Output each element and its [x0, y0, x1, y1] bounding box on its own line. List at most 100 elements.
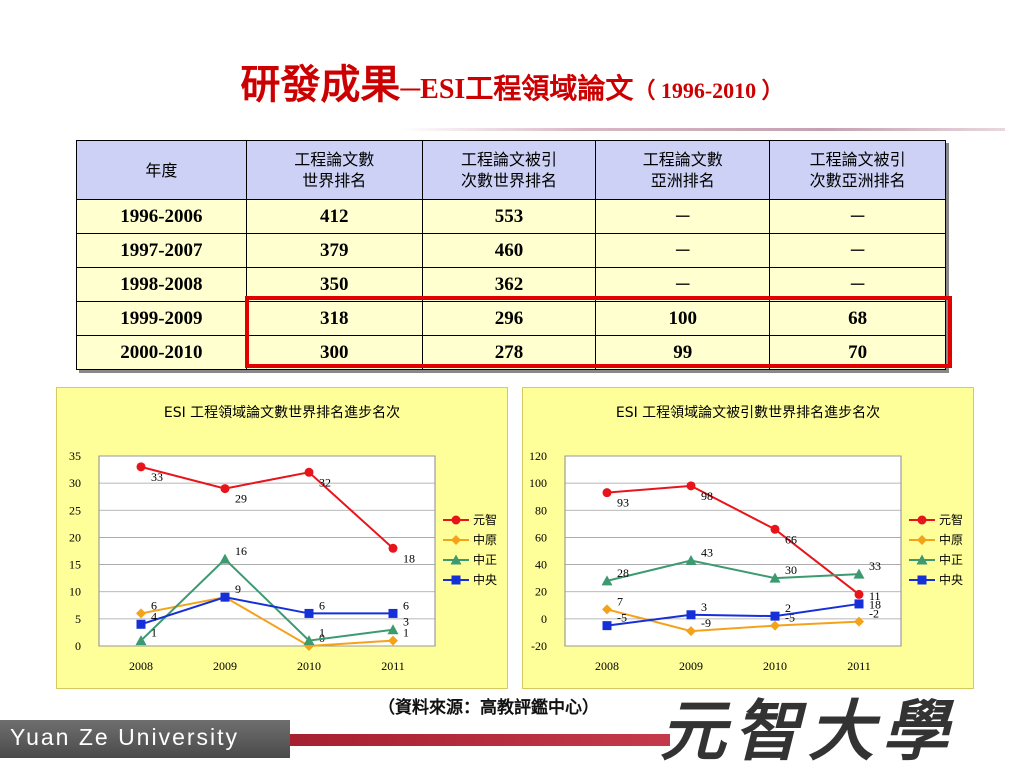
data-point [388, 635, 398, 646]
table-row: 1999-2009 318 296 100 68 [76, 301, 946, 336]
plot-area [98, 455, 436, 647]
y-tick-label: 60 [535, 530, 547, 544]
rank-cell: 68 [769, 301, 946, 336]
data-point [770, 524, 780, 534]
y-tick-label: 0 [541, 612, 547, 626]
header-text: 年度 [145, 160, 178, 180]
x-tick-label: 2011 [381, 659, 405, 673]
data-point [136, 462, 146, 472]
legend-label: 元智 [473, 512, 497, 527]
data-label: 33 [869, 559, 881, 573]
data-point [601, 575, 613, 586]
rank-cell: 553 [421, 199, 597, 234]
legend-marker [917, 535, 927, 545]
rank-cell: 350 [245, 267, 423, 302]
data-label: 29 [235, 492, 247, 506]
data-point [769, 572, 781, 583]
table-header-cell: 工程論文被引 次數世界排名 [421, 140, 597, 200]
source-note: （資料來源：高教評鑑中心） [378, 698, 599, 718]
y-tick-label: 40 [535, 558, 547, 572]
rank-cell: ─ [595, 267, 771, 302]
y-tick-label: -20 [531, 639, 547, 653]
table-body: 1996-2006 412 553 ─ ─ 1997-2007 379 460 ─ ─ 1998-2… [76, 199, 946, 370]
legend-label: 中原 [939, 532, 963, 547]
chart-citations: -20 0 20 40 60 80 100 120 2008 2009 2010 2011 93 98 66… [529, 449, 963, 673]
data-label: 18 [869, 597, 881, 611]
legend-label: 中央 [473, 572, 497, 587]
header-text: 世界排名 [302, 171, 367, 190]
title-divider [400, 128, 1005, 131]
data-point [136, 608, 146, 619]
legend-marker [451, 575, 461, 585]
rank-cell: 70 [769, 335, 946, 370]
data-label: 1 [319, 626, 325, 640]
data-point [220, 592, 230, 602]
data-point [685, 555, 697, 565]
series-line [606, 484, 860, 596]
y-tick-label: 10 [69, 585, 81, 599]
y-tick-label: 20 [69, 530, 81, 544]
table-header-cell: 年度 [76, 140, 247, 200]
data-label: 6 [151, 598, 157, 612]
header-text: 次數世界排名 [460, 171, 557, 190]
slide-title: 研發成果─ESI工程領域論文（ 1996-2010 ） [0, 52, 1024, 110]
data-point [304, 608, 314, 618]
rank-cell: 296 [421, 301, 597, 336]
data-label: 7 [617, 594, 623, 608]
table-row: 2000-2010 300 278 99 70 [76, 335, 946, 370]
data-label: 43 [701, 546, 713, 560]
data-point [854, 589, 864, 599]
data-label: 66 [785, 532, 797, 546]
title-sub: ESI工程領域論文 [420, 74, 634, 105]
data-label: 93 [617, 496, 629, 510]
year-cell: 1998-2008 [76, 267, 247, 302]
data-point [770, 611, 780, 621]
data-label: 16 [235, 544, 247, 558]
series-line [140, 596, 394, 648]
y-tick-label: 25 [69, 503, 81, 517]
ranking-table: 年度 工程論文數 世界排名 工程論文被引 次數世界排名 工程論文數 亞洲排名 工程論文被引 次數… [76, 140, 946, 370]
legend-label: 中正 [939, 552, 963, 567]
rank-cell: 100 [595, 301, 771, 336]
legend-marker [450, 554, 462, 565]
series-line [140, 465, 394, 550]
x-tick-label: 2011 [847, 659, 871, 673]
rank-cell: 362 [421, 267, 597, 302]
legend-label: 中央 [939, 572, 963, 587]
table-header-row: 年度 工程論文數 世界排名 工程論文被引 次數世界排名 工程論文數 亞洲排名 工程論文被引 次數… [76, 140, 946, 200]
rank-cell: 318 [245, 301, 423, 336]
data-point [602, 604, 612, 615]
legend-marker [451, 535, 461, 545]
data-point [686, 626, 696, 637]
calligraphy-logo: 元智大學 [660, 692, 956, 770]
data-point [304, 467, 314, 477]
data-label: -2 [869, 607, 879, 621]
x-tick-label: 2008 [129, 659, 153, 673]
y-tick-label: 35 [69, 449, 81, 463]
rank-cell: ─ [769, 233, 946, 268]
x-tick-label: 2009 [213, 659, 237, 673]
x-tick-label: 2008 [595, 659, 619, 673]
brand-text: Yuan Ze University [10, 724, 240, 750]
data-point [219, 553, 231, 564]
x-tick-label: 2010 [763, 659, 787, 673]
series-line [140, 596, 393, 626]
y-tick-label: 30 [69, 476, 81, 490]
chart-panel-citations: ESI 工程領域論文被引數世界排名進步名次 -20 0 20 40 60 80 100 120… [522, 387, 974, 689]
series-line [140, 557, 394, 642]
y-tick-label: 80 [535, 503, 547, 517]
data-label: 30 [785, 563, 797, 577]
x-tick-label: 2010 [297, 659, 321, 673]
data-label: 3 [403, 615, 409, 629]
data-label: -5 [785, 611, 795, 625]
data-label: 2 [785, 601, 791, 615]
data-point [387, 624, 399, 635]
rank-cell: 300 [245, 335, 423, 370]
table-header-cell: 工程論文數 世界排名 [245, 140, 423, 200]
footer-accent-bar [290, 734, 670, 746]
data-point [686, 610, 696, 620]
legend-marker [917, 575, 927, 585]
data-label: 11 [869, 589, 881, 603]
y-tick-label: 0 [75, 639, 81, 653]
rank-cell: 379 [245, 233, 423, 268]
